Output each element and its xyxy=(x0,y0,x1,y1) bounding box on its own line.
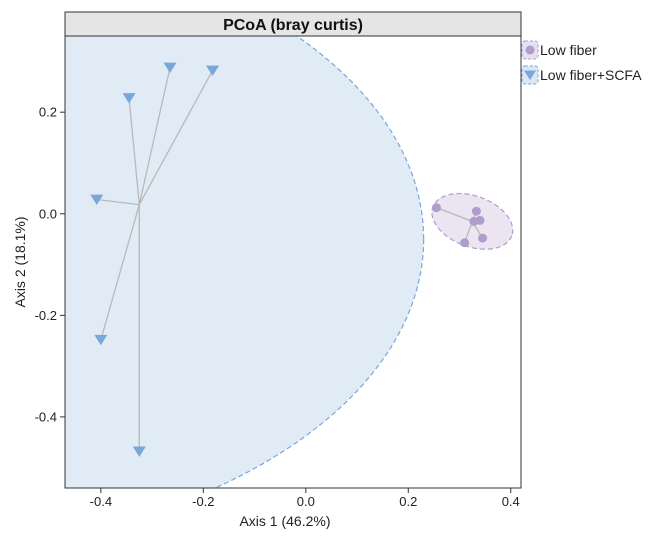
legend-label-low-fiber: Low fiber xyxy=(540,42,597,58)
low-fiber-scfa-point xyxy=(122,93,136,104)
x-tick-label: 0.2 xyxy=(399,494,417,509)
low-fiber-scfa-ellipse xyxy=(65,36,425,488)
plot-panel-border xyxy=(64,35,522,489)
low-fiber-point xyxy=(475,215,485,225)
low-fiber-scfa-spider-line xyxy=(138,67,171,205)
low-fiber-spider-line xyxy=(436,207,473,222)
x-axis-title: Axis 1 (46.2%) xyxy=(239,513,330,529)
x-tick-label: -0.2 xyxy=(192,494,214,509)
low-fiber-scfa-point xyxy=(132,446,146,457)
legend-marker-low-fiber xyxy=(525,45,535,55)
chart-title: PCoA (bray curtis) xyxy=(223,17,363,34)
low-fiber-point xyxy=(460,238,470,248)
legend-marker-low-fiber-scfa xyxy=(524,70,536,81)
low-fiber-point xyxy=(478,233,488,243)
low-fiber-point xyxy=(471,206,481,216)
low-fiber-scfa-point xyxy=(90,194,104,206)
y-tick-label: -0.4 xyxy=(35,409,57,424)
low-fiber-scfa-point xyxy=(94,334,108,346)
x-tick-label: -0.4 xyxy=(90,494,112,509)
strip-background xyxy=(64,11,522,37)
low-fiber-scfa-spider-line xyxy=(96,198,140,206)
legend: Low fiber Low fiber+SCFA xyxy=(521,40,642,85)
legend-label-low-fiber-scfa: Low fiber+SCFA xyxy=(540,67,642,83)
low-fiber-scfa-spider-line xyxy=(138,70,214,205)
y-tick-label: -0.2 xyxy=(35,308,57,323)
low-fiber-scfa-spider-line xyxy=(128,97,140,205)
low-fiber-point xyxy=(431,203,441,213)
x-tick-label: 0.4 xyxy=(502,494,520,509)
y-axis-title: Axis 2 (18.1%) xyxy=(12,216,28,307)
y-tick-label: 0.2 xyxy=(39,105,57,120)
low-fiber-scfa-spider-line xyxy=(100,204,140,340)
low-fiber-scfa-point xyxy=(163,62,177,74)
x-tick-label: 0.0 xyxy=(297,494,315,509)
y-tick-label: 0.0 xyxy=(39,206,57,221)
low-fiber-scfa-point xyxy=(206,65,220,77)
